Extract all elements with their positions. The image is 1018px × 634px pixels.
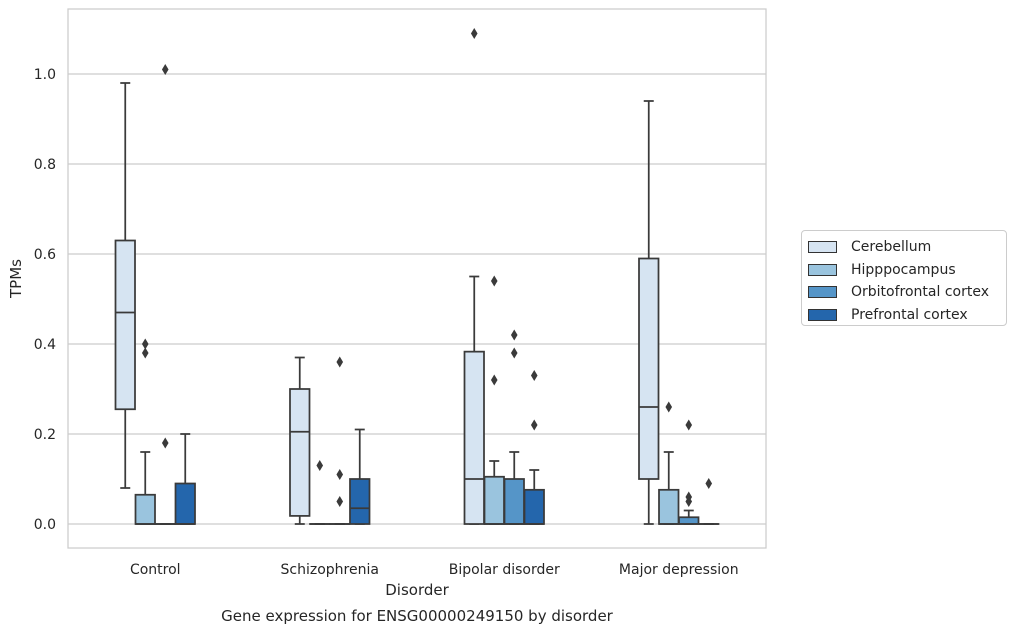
box-group bbox=[329, 356, 351, 525]
box-marks bbox=[114, 28, 720, 525]
legend-item-hippocampus: Hipppocampus bbox=[808, 259, 1006, 282]
y-axis: 0.0 0.2 0.4 0.6 0.8 1.0 bbox=[34, 67, 56, 533]
chart-title: Gene expression for ENSG00000249150 by d… bbox=[221, 607, 614, 625]
outlier-point bbox=[685, 419, 693, 431]
legend-label-prefrontal: Prefrontal cortex bbox=[851, 306, 968, 323]
y-tick-label: 0.6 bbox=[34, 247, 56, 263]
outlier-point bbox=[685, 491, 693, 503]
box bbox=[523, 488, 545, 525]
plot-area-frame bbox=[67, 8, 767, 549]
outlier-point bbox=[490, 275, 498, 287]
box-group bbox=[523, 370, 545, 525]
box bbox=[483, 475, 505, 525]
legend-swatch-hippocampus bbox=[808, 263, 837, 276]
box-group bbox=[134, 338, 156, 525]
box-group bbox=[174, 433, 196, 525]
legend-label-cerebellum: Cerebellum bbox=[851, 239, 932, 256]
outlier-point bbox=[705, 478, 713, 489]
box bbox=[463, 350, 485, 525]
x-tick-label: Control bbox=[130, 562, 181, 578]
outlier-point bbox=[510, 329, 518, 341]
y-tick-label: 0.8 bbox=[34, 157, 56, 173]
x-axis-title: Disorder bbox=[385, 581, 449, 599]
box bbox=[349, 478, 371, 525]
box bbox=[678, 516, 700, 525]
box-group bbox=[503, 329, 525, 525]
outlier-point bbox=[141, 338, 149, 350]
x-tick-label: Schizophrenia bbox=[281, 562, 379, 578]
legend-swatch-cerebellum bbox=[808, 241, 837, 254]
x-tick-label: Major depression bbox=[619, 562, 739, 578]
outlier-point bbox=[141, 347, 149, 359]
outlier-point bbox=[510, 347, 518, 359]
box-group bbox=[289, 356, 311, 525]
outlier-point bbox=[336, 496, 344, 507]
outlier-point bbox=[316, 460, 324, 471]
legend: Cerebellum Hipppocampus Orbitofrontal co… bbox=[801, 230, 1007, 326]
x-tick-label: Bipolar disorder bbox=[449, 562, 560, 578]
outlier-point bbox=[161, 64, 169, 75]
legend-item-prefrontal: Prefrontal cortex bbox=[808, 304, 1006, 327]
outlier-point bbox=[490, 374, 498, 386]
outlier-point bbox=[336, 356, 344, 368]
y-tick-label: 0.4 bbox=[34, 337, 56, 353]
legend-label-orbitofrontal: Orbitofrontal cortex bbox=[851, 284, 989, 301]
box-group bbox=[678, 419, 700, 525]
box bbox=[289, 388, 311, 517]
box-group bbox=[154, 64, 176, 525]
box bbox=[134, 493, 156, 525]
box bbox=[174, 482, 196, 525]
box-group bbox=[658, 401, 680, 525]
box-group bbox=[349, 428, 371, 525]
gridlines bbox=[68, 73, 766, 525]
y-tick-label: 1.0 bbox=[34, 67, 56, 83]
box-group bbox=[483, 275, 505, 525]
box-group bbox=[698, 478, 720, 525]
box-group bbox=[114, 82, 136, 489]
outlier-point bbox=[161, 437, 169, 449]
y-tick-label: 0.0 bbox=[34, 517, 56, 533]
legend-label-hippocampus: Hipppocampus bbox=[851, 261, 956, 278]
box bbox=[638, 257, 660, 480]
box bbox=[503, 478, 525, 525]
outlier-point bbox=[470, 28, 478, 39]
x-axis: Control Schizophrenia Bipolar disorder Majo… bbox=[130, 562, 739, 578]
box bbox=[114, 239, 136, 411]
outlier-point bbox=[665, 401, 673, 413]
y-tick-label: 0.2 bbox=[34, 427, 56, 443]
legend-swatch-prefrontal bbox=[808, 308, 837, 321]
y-axis-title: TPMs bbox=[7, 259, 25, 299]
legend-swatch-orbitofrontal bbox=[808, 286, 837, 299]
outlier-point bbox=[336, 469, 344, 480]
box-group bbox=[638, 100, 660, 525]
legend-item-cerebellum: Cerebellum bbox=[808, 236, 1006, 259]
legend-item-orbitofrontal: Orbitofrontal cortex bbox=[808, 281, 1006, 304]
outlier-point bbox=[530, 370, 538, 381]
box bbox=[658, 488, 680, 525]
outlier-point bbox=[530, 419, 538, 431]
box-group bbox=[463, 28, 485, 525]
box-group bbox=[309, 460, 331, 525]
